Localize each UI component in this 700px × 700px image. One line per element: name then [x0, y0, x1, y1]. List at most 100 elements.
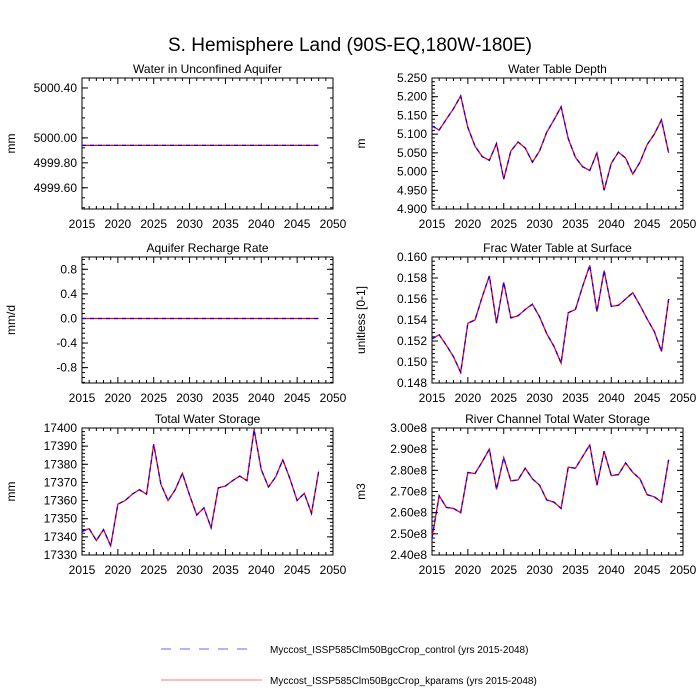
y-axis-label: mm: [4, 482, 18, 502]
plot-frame: [81, 427, 334, 556]
x-tick-label: 2020: [105, 391, 132, 405]
x-tick-label: 2025: [490, 391, 517, 405]
y-tick-label: 0.152: [397, 334, 427, 348]
y-tick-label: -0.4: [56, 336, 77, 350]
x-tick-label: 2050: [670, 217, 697, 231]
y-tick-label: 4.900: [397, 202, 427, 216]
y-tick-label: 2.70e8: [390, 485, 427, 499]
panel-total-water-storage: Total Water Storage mm 2015 2020 2025 2030 203…: [4, 412, 347, 577]
y-tick-label: 17370: [44, 475, 78, 489]
y-tick-label: 17380: [44, 457, 78, 471]
x-tick-label: 2035: [212, 391, 239, 405]
y-axis-label: unitless [0-1]: [354, 286, 368, 354]
x-tick-label: 2035: [212, 563, 239, 577]
x-tick-label: 2050: [320, 563, 347, 577]
x-tick-label: 2015: [419, 217, 446, 231]
x-tick-label: 2025: [490, 563, 517, 577]
panel-title: River Channel Total Water Storage: [465, 412, 650, 426]
figure-title: S. Hemisphere Land (90S-EQ,180W-180E): [168, 35, 532, 56]
x-tick-label: 2040: [598, 391, 625, 405]
x-tick-label: 2015: [419, 391, 446, 405]
x-tick-label: 2030: [176, 391, 203, 405]
panel-frac-water-table-at-surface: Frac Water Table at Surface unitless [0-1…: [354, 241, 697, 405]
panel-title: Water in Unconfined Aquifer: [133, 62, 282, 76]
y-tick-label: 17360: [44, 494, 78, 508]
series-line-kparams: [431, 94, 670, 191]
x-tick-label: 2040: [598, 217, 625, 231]
series-line-kparams: [81, 429, 320, 549]
legend-label-kparams: Myccost_ISSP585Clm50BgcCrop_kparams (yrs…: [270, 676, 537, 687]
y-tick-label: 17340: [44, 530, 78, 544]
x-tick-label: 2040: [248, 563, 275, 577]
panel-water-in-unconfined-aquifer: Water in Unconfined Aquifer mm 2015 2020 202…: [4, 62, 347, 231]
x-tick-label: 2040: [248, 217, 275, 231]
y-tick-label: 2.50e8: [390, 527, 427, 541]
x-tick-label: 2045: [284, 391, 311, 405]
x-tick-label: 2040: [598, 563, 625, 577]
x-tick-label: 2030: [176, 217, 203, 231]
y-tick-label: 5000.00: [34, 131, 78, 145]
panel-aquifer-recharge-rate: Aquifer Recharge Rate mm/d 2015 2020 2025 203…: [4, 241, 347, 405]
y-tick-label: 5.000: [397, 165, 427, 179]
x-tick-label: 2020: [105, 217, 132, 231]
y-tick-label: 0.154: [397, 313, 427, 327]
y-tick-label: 5000.40: [34, 81, 78, 95]
y-tick-label: 5.100: [397, 127, 427, 141]
x-tick-label: 2030: [526, 563, 553, 577]
x-tick-label: 2020: [455, 563, 482, 577]
x-tick-label: 2015: [69, 217, 96, 231]
x-tick-label: 2045: [284, 217, 311, 231]
y-tick-label: 0.156: [397, 292, 427, 306]
series-line-kparams: [431, 443, 670, 539]
y-tick-label: 17400: [44, 421, 78, 435]
x-tick-label: 2040: [248, 391, 275, 405]
x-tick-label: 2045: [634, 563, 661, 577]
y-tick-label: 3.00e8: [390, 421, 427, 435]
legend-label-control: Myccost_ISSP585Clm50BgcCrop_control (yrs…: [270, 645, 528, 656]
panel-title: Water Table Depth: [508, 62, 607, 76]
y-axis-label: m3: [354, 483, 368, 500]
x-tick-label: 2045: [284, 563, 311, 577]
series-line-kparams: [431, 265, 670, 375]
y-tick-label: 17390: [44, 439, 78, 453]
x-tick-label: 2030: [526, 391, 553, 405]
y-tick-label: 17350: [44, 512, 78, 526]
series-line-control: [81, 429, 320, 549]
y-tick-label: 5.150: [397, 108, 427, 122]
panel-title: Frac Water Table at Surface: [483, 241, 632, 255]
plot-frame: [81, 256, 334, 384]
x-tick-label: 2025: [140, 391, 167, 405]
x-tick-label: 2050: [670, 391, 697, 405]
y-axis-label: m: [354, 139, 368, 149]
y-tick-label: 5.050: [397, 146, 427, 160]
x-tick-label: 2035: [562, 391, 589, 405]
x-tick-label: 2035: [562, 563, 589, 577]
y-tick-label: 0.158: [397, 271, 427, 285]
series-line-control: [431, 443, 670, 539]
x-tick-label: 2015: [69, 563, 96, 577]
y-tick-label: 4999.60: [34, 181, 78, 195]
x-tick-label: 2050: [320, 217, 347, 231]
series-line-control: [431, 265, 670, 375]
x-tick-label: 2020: [455, 217, 482, 231]
y-tick-label: 2.60e8: [390, 506, 427, 520]
x-tick-label: 2050: [320, 391, 347, 405]
x-tick-label: 2020: [105, 563, 132, 577]
x-tick-label: 2025: [140, 563, 167, 577]
plot-frame: [431, 427, 684, 556]
y-tick-label: 4.950: [397, 183, 427, 197]
x-tick-label: 2045: [634, 391, 661, 405]
y-tick-label: 0.4: [60, 287, 77, 301]
panel-water-table-depth: Water Table Depth m 2015 2020 2025 2030 2035 20…: [354, 62, 697, 231]
x-tick-label: 2025: [490, 217, 517, 231]
x-tick-label: 2050: [670, 563, 697, 577]
y-tick-label: 0.150: [397, 355, 427, 369]
panel-title: Aquifer Recharge Rate: [146, 241, 268, 255]
x-tick-label: 2020: [455, 391, 482, 405]
x-tick-label: 2025: [140, 217, 167, 231]
y-tick-label: 0.0: [60, 311, 77, 325]
y-tick-label: 4999.80: [34, 156, 78, 170]
y-tick-label: 2.40e8: [390, 548, 427, 562]
